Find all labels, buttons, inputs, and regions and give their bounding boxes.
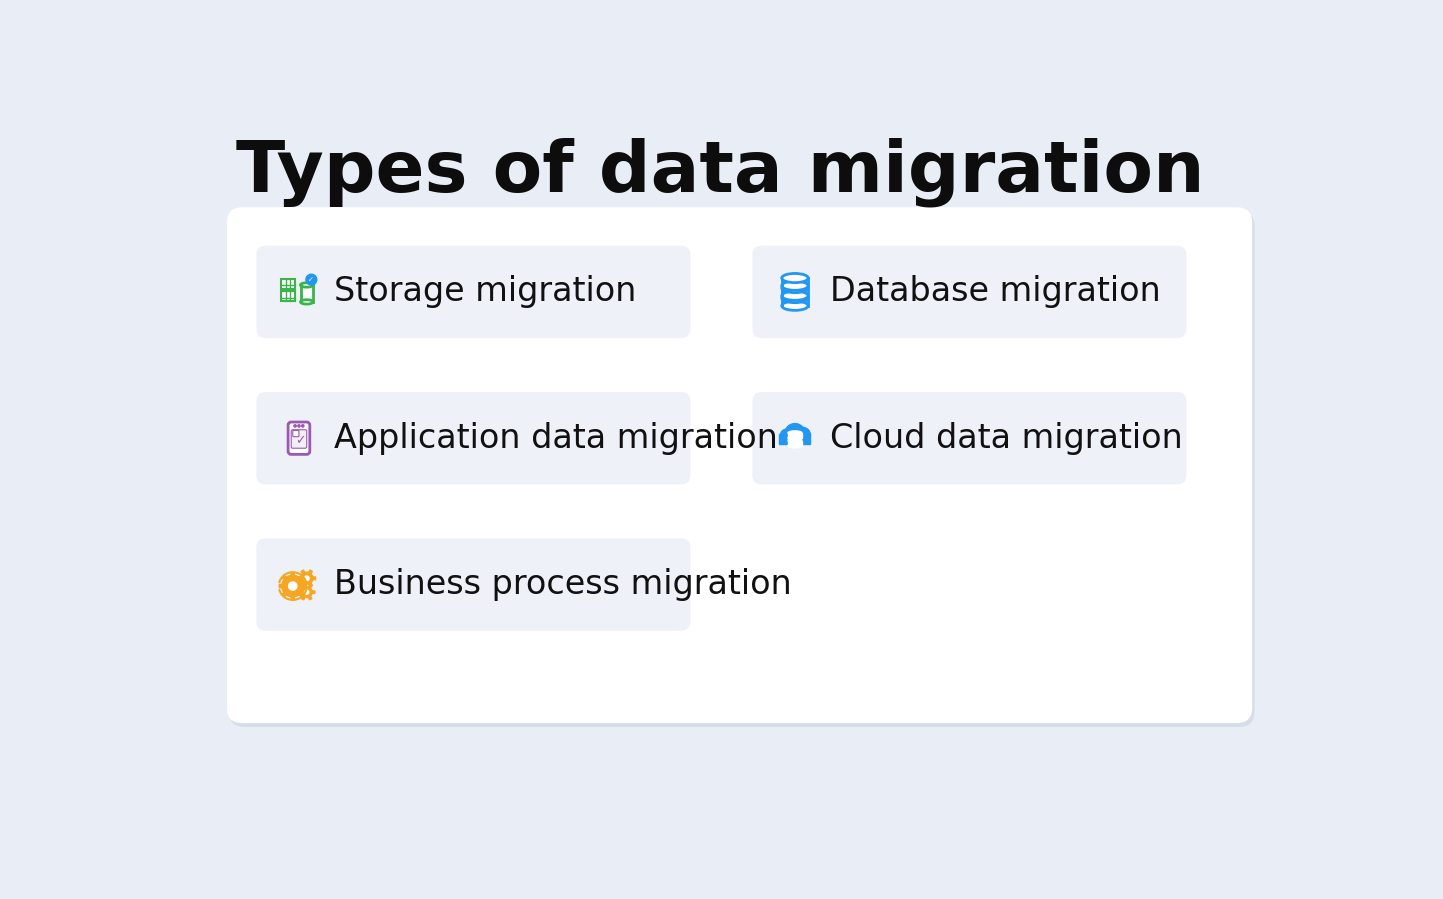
Polygon shape <box>304 576 309 581</box>
Text: Business process migration: Business process migration <box>333 568 792 601</box>
Ellipse shape <box>300 299 313 304</box>
Ellipse shape <box>300 283 313 287</box>
Text: Storage migration: Storage migration <box>333 275 636 308</box>
Bar <box>782 278 808 286</box>
FancyBboxPatch shape <box>257 392 690 485</box>
FancyBboxPatch shape <box>289 422 310 454</box>
Circle shape <box>297 424 300 427</box>
Text: Types of data migration: Types of data migration <box>237 138 1205 208</box>
FancyBboxPatch shape <box>752 245 1186 338</box>
FancyBboxPatch shape <box>291 430 307 449</box>
Bar <box>788 441 802 446</box>
FancyBboxPatch shape <box>257 539 690 631</box>
Ellipse shape <box>782 293 808 303</box>
Ellipse shape <box>782 301 808 310</box>
Text: ✓: ✓ <box>309 277 315 282</box>
FancyBboxPatch shape <box>257 245 690 338</box>
Bar <box>779 433 811 444</box>
Bar <box>782 298 808 306</box>
Bar <box>300 285 313 302</box>
Ellipse shape <box>782 281 808 290</box>
Polygon shape <box>278 573 306 600</box>
Circle shape <box>294 424 296 427</box>
Text: Database migration: Database migration <box>830 275 1160 308</box>
Text: Cloud data migration: Cloud data migration <box>830 422 1183 455</box>
Ellipse shape <box>788 436 802 441</box>
Ellipse shape <box>788 439 802 442</box>
Circle shape <box>785 423 805 443</box>
FancyBboxPatch shape <box>229 211 1254 727</box>
Text: Application data migration: Application data migration <box>333 422 778 455</box>
Circle shape <box>302 424 304 427</box>
Polygon shape <box>299 584 315 600</box>
Ellipse shape <box>782 291 808 300</box>
Polygon shape <box>304 590 309 594</box>
Ellipse shape <box>788 444 802 448</box>
FancyBboxPatch shape <box>752 392 1186 485</box>
FancyBboxPatch shape <box>227 207 1253 723</box>
Ellipse shape <box>788 431 802 435</box>
Ellipse shape <box>782 273 808 282</box>
Text: ✓: ✓ <box>296 434 306 447</box>
Bar <box>788 432 802 438</box>
Polygon shape <box>297 570 316 587</box>
Ellipse shape <box>782 283 808 293</box>
Circle shape <box>781 429 794 443</box>
Bar <box>281 279 294 289</box>
Polygon shape <box>289 582 297 590</box>
Circle shape <box>306 274 317 285</box>
Bar <box>281 291 294 301</box>
Bar <box>782 288 808 296</box>
FancyBboxPatch shape <box>293 431 299 437</box>
Circle shape <box>795 427 811 443</box>
